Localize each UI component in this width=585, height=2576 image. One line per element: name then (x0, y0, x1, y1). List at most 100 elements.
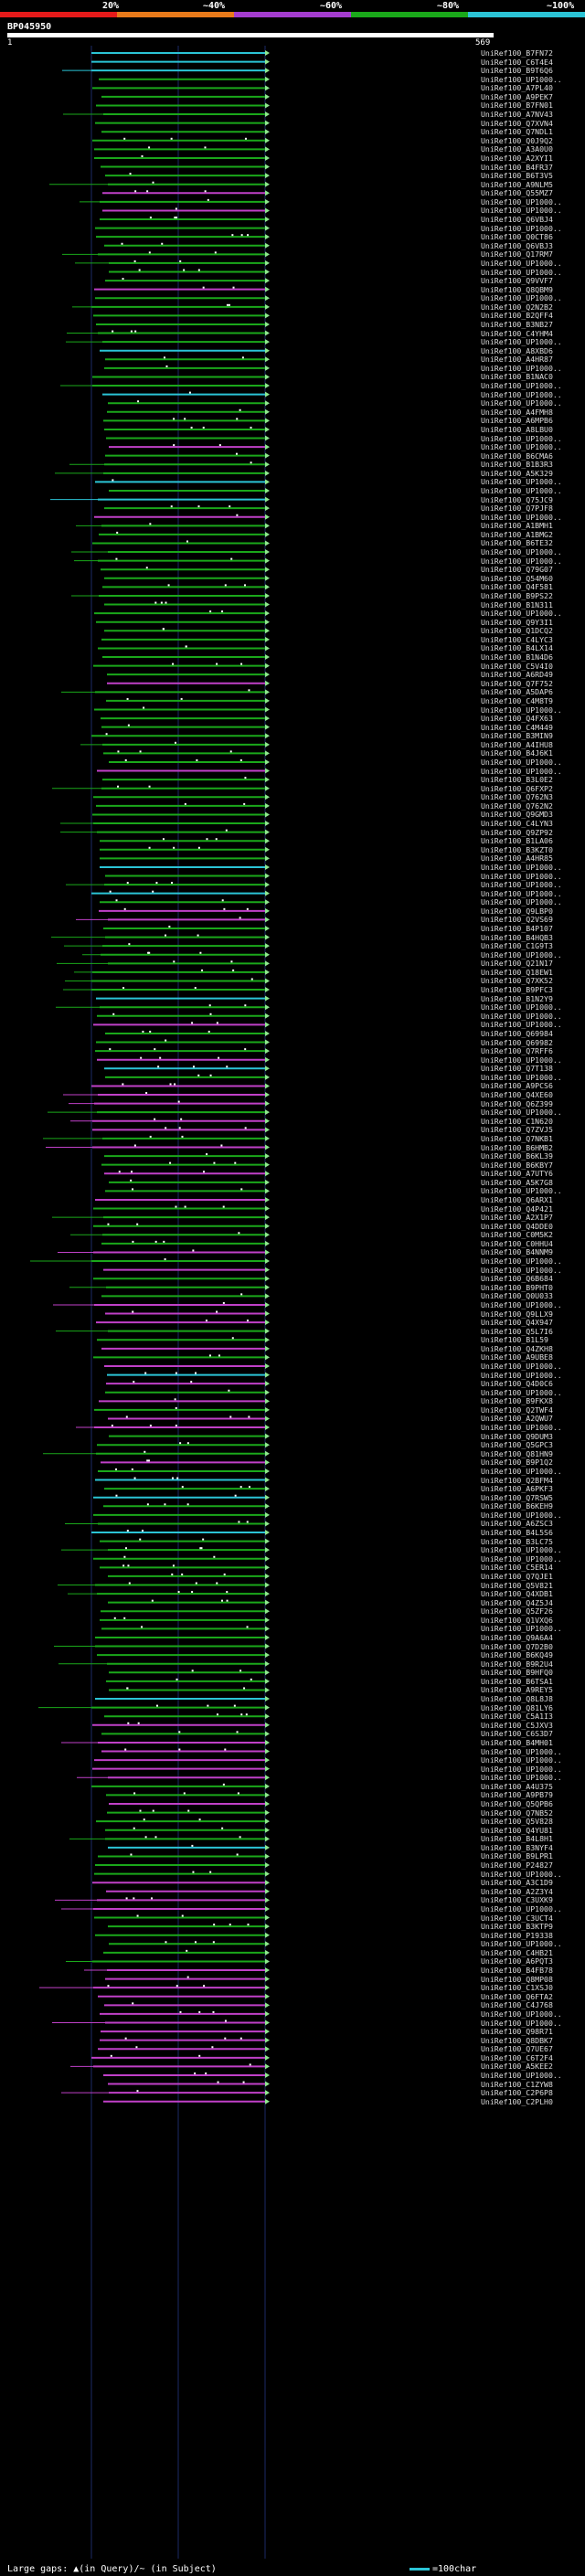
hit-id-label[interactable]: UniRef100_UP1000.. (481, 1545, 562, 1555)
hit-row[interactable] (98, 1993, 270, 1999)
hit-id-label[interactable]: UniRef100_B9P1Q2 (481, 1458, 553, 1468)
hit-row[interactable] (99, 531, 270, 537)
hit-id-label[interactable]: UniRef100_Q4ZKH8 (481, 1343, 553, 1353)
hit-id-label[interactable]: UniRef100_B9PHT0 (481, 1282, 553, 1292)
hit-id-label[interactable]: UniRef100_Q7UE67 (481, 2044, 553, 2054)
hit-id-label[interactable]: UniRef100_Q8DBK7 (481, 2035, 553, 2045)
hit-id-label[interactable]: UniRef100_Q7NKB1 (481, 1133, 553, 1143)
hit-id-label[interactable]: UniRef100_Q69984 (481, 1028, 553, 1038)
hit-id-label[interactable]: UniRef100_Q7D2B0 (481, 1641, 553, 1651)
hit-row[interactable] (61, 1905, 270, 1912)
hit-row[interactable] (66, 882, 270, 888)
hit-row[interactable] (104, 1065, 270, 1072)
hit-id-label[interactable]: UniRef100_P24827 (481, 1860, 553, 1871)
hit-id-label[interactable]: UniRef100_Q1DCQ2 (481, 626, 553, 636)
hit-id-label[interactable]: UniRef100_UP1000.. (481, 74, 562, 84)
hit-id-label[interactable]: UniRef100_UP1000.. (481, 547, 562, 557)
hit-id-label[interactable]: UniRef100_B1N4D6 (481, 652, 553, 663)
hit-id-label[interactable]: UniRef100_A9REY5 (481, 1685, 553, 1695)
hit-row[interactable] (69, 1836, 270, 1842)
hit-row[interactable] (109, 1670, 270, 1676)
hit-row[interactable] (93, 1555, 270, 1562)
hit-id-label[interactable]: UniRef100_B4L8H1 (481, 1834, 553, 1844)
hit-id-label[interactable]: UniRef100_UP1000.. (481, 398, 562, 408)
hit-id-label[interactable]: UniRef100_C5A1I3 (481, 1712, 553, 1722)
hit-row[interactable] (71, 592, 270, 599)
hit-id-label[interactable]: UniRef100_Q7PJF8 (481, 504, 553, 514)
hit-row[interactable] (108, 1599, 270, 1606)
hit-id-label[interactable]: UniRef100_UP1000.. (481, 871, 562, 881)
hit-id-label[interactable]: UniRef100_Q5V821 (481, 1580, 553, 1590)
hit-id-label[interactable]: UniRef100_C5ER14 (481, 1563, 553, 1573)
hit-row[interactable] (91, 1083, 270, 1089)
hit-id-label[interactable]: UniRef100_UP1000.. (481, 486, 562, 495)
hit-id-label[interactable]: UniRef100_Q7RFF6 (481, 1046, 553, 1056)
hit-row[interactable] (108, 1924, 270, 1930)
hit-id-label[interactable]: UniRef100_A9PB79 (481, 1790, 553, 1800)
hit-id-label[interactable]: UniRef100_B1NAC0 (481, 372, 553, 382)
hit-row[interactable] (82, 951, 270, 958)
hit-id-label[interactable]: UniRef100_UP1000.. (481, 1256, 562, 1267)
hit-id-label[interactable]: UniRef100_Q6FXP2 (481, 783, 553, 793)
hit-row[interactable] (97, 768, 270, 774)
hit-id-label[interactable]: UniRef100_Q81LY6 (481, 1702, 553, 1712)
hit-id-label[interactable]: UniRef100_UP1000.. (481, 1903, 562, 1913)
hit-id-label[interactable]: UniRef100_UP1000.. (481, 512, 562, 522)
hit-id-label[interactable]: UniRef100_A5DAP6 (481, 687, 553, 697)
hit-id-label[interactable]: UniRef100_Q7XVN4 (481, 118, 553, 128)
hit-row[interactable] (97, 1442, 270, 1448)
hit-row[interactable] (92, 374, 270, 380)
hit-row[interactable] (108, 1415, 270, 1422)
hit-id-label[interactable]: UniRef100_Q21N17 (481, 959, 553, 969)
hit-id-label[interactable]: UniRef100_C4LYC3 (481, 634, 553, 644)
hit-id-label[interactable]: UniRef100_UP1000.. (481, 389, 562, 399)
hit-id-label[interactable]: UniRef100_UP1000.. (481, 556, 562, 566)
hit-id-label[interactable]: UniRef100_C1N620 (481, 1116, 553, 1126)
hit-row[interactable] (101, 1240, 270, 1246)
hit-id-label[interactable]: UniRef100_UP1000.. (481, 1370, 562, 1380)
hit-row[interactable] (103, 1949, 270, 1956)
hit-row[interactable] (91, 1783, 270, 1789)
hit-id-label[interactable]: UniRef100_B3KZT0 (481, 844, 553, 854)
hit-id-label[interactable]: UniRef100_Q0J9Q2 (481, 135, 553, 145)
hit-row[interactable] (92, 1880, 270, 1886)
hit-id-label[interactable]: UniRef100_C4HB21 (481, 1947, 553, 1957)
hit-id-label[interactable]: UniRef100_A4HR87 (481, 355, 553, 365)
hit-id-label[interactable]: UniRef100_Q8L8J8 (481, 1694, 553, 1704)
hit-row[interactable] (104, 1713, 270, 1720)
hit-id-label[interactable]: UniRef100_A8LBU0 (481, 424, 553, 434)
hit-id-label[interactable]: UniRef100_B3LC75 (481, 1536, 553, 1546)
hit-row[interactable] (94, 1914, 270, 1921)
hit-id-label[interactable]: UniRef100_Q98R71 (481, 2027, 553, 2037)
hit-row[interactable] (91, 58, 270, 65)
hit-row[interactable] (107, 672, 270, 678)
hit-id-label[interactable]: UniRef100_B4L5S6 (481, 1528, 553, 1538)
hit-id-label[interactable]: UniRef100_Q9Y3I1 (481, 617, 553, 627)
hit-id-label[interactable]: UniRef100_UP1000.. (481, 267, 562, 277)
hit-row[interactable] (102, 190, 270, 196)
hit-row[interactable] (100, 864, 270, 870)
hit-row[interactable] (101, 129, 270, 135)
hit-id-label[interactable]: UniRef100_UP1000.. (481, 888, 562, 898)
hit-row[interactable] (58, 1660, 270, 1667)
hit-id-label[interactable]: UniRef100_UP1000.. (481, 1764, 562, 1774)
hit-id-label[interactable]: UniRef100_Q7NB52 (481, 1807, 553, 1818)
hit-row[interactable] (94, 1757, 270, 1764)
hit-id-label[interactable]: UniRef100_A5K7G8 (481, 1177, 553, 1187)
hit-id-label[interactable]: UniRef100_Q9LBP0 (481, 906, 553, 916)
hit-row[interactable] (101, 724, 270, 730)
hit-row[interactable] (100, 846, 270, 853)
hit-row[interactable] (95, 1477, 270, 1483)
hit-id-label[interactable]: UniRef100_Q7RSW5 (481, 1492, 553, 1502)
hit-row[interactable] (69, 1100, 270, 1107)
hit-row[interactable] (104, 2002, 270, 2009)
hit-id-label[interactable]: UniRef100_Q4YU81 (481, 1825, 553, 1835)
hit-id-label[interactable]: UniRef100_UP1000.. (481, 1362, 562, 1371)
hit-row[interactable] (105, 278, 270, 284)
hit-id-label[interactable]: UniRef100_B1LA06 (481, 836, 553, 846)
hit-id-label[interactable]: UniRef100_UP1000.. (481, 1466, 562, 1476)
hit-row[interactable] (80, 741, 270, 747)
hit-id-label[interactable]: UniRef100_Q9GMD3 (481, 810, 553, 820)
hit-row[interactable] (100, 899, 270, 906)
hit-row[interactable] (107, 1809, 270, 1816)
